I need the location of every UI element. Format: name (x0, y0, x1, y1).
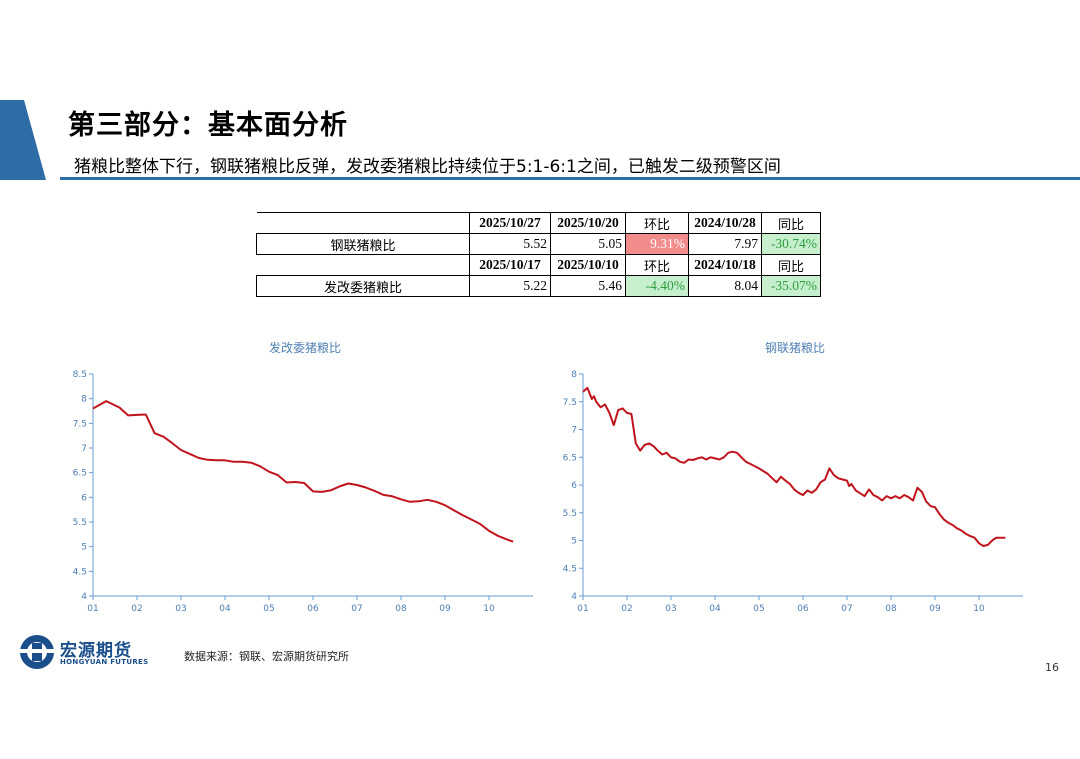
x-tick-label: 04 (219, 604, 231, 614)
table-header-cell: 2025/10/17 (469, 254, 551, 276)
corner-accent-shape (0, 100, 46, 180)
pig-grain-ratio-table: 2025/10/27 2025/10/20 环比 2024/10/28 同比 钢… (256, 212, 821, 297)
series-line (92, 400, 514, 543)
y-tick-label: 6.5 (563, 453, 577, 463)
y-tick-label: 8 (81, 395, 87, 405)
yoy-change-cell: -35.07% (761, 275, 821, 297)
x-tick-label: 07 (841, 604, 852, 614)
table-header-cell: 环比 (625, 254, 689, 276)
mysteel-pig-grain-ratio-chart: 钢联猪粮比 4 4.5 5 5.5 6 6.5 7 7.5 8 01 02 03 04 05 06 07 08 09… (563, 340, 1023, 614)
page-number: 16 (1045, 661, 1059, 674)
y-tick-label: 4.5 (563, 564, 577, 574)
table-blank-cell (256, 212, 470, 234)
x-tick-label: 03 (665, 604, 676, 614)
y-tick-label: 6 (571, 481, 577, 491)
table-row: 钢联猪粮比 5.52 5.05 9.31% 7.97 -30.74% (256, 233, 821, 255)
x-tick-label: 06 (307, 604, 319, 614)
x-tick-label: 09 (439, 604, 451, 614)
y-tick-label: 7.5 (563, 398, 577, 408)
x-tick-label: 02 (621, 604, 632, 614)
y-tick-label: 6.5 (73, 469, 87, 479)
mom-change-cell: 9.31% (625, 233, 689, 255)
table-row-label: 钢联猪粮比 (256, 233, 470, 255)
x-tick-label: 05 (753, 604, 764, 614)
table-header-cell: 2025/10/27 (469, 212, 551, 234)
x-tick-label: 08 (885, 604, 897, 614)
logo-text: 宏源期货 (60, 641, 132, 661)
chart-title: 发改委猪粮比 (269, 340, 341, 355)
y-tick-label: 5.5 (73, 518, 87, 528)
chart-title: 钢联猪粮比 (765, 340, 825, 355)
table-header-cell: 同比 (761, 212, 821, 234)
x-tick-label: 01 (577, 604, 588, 614)
y-tick-label: 7 (81, 444, 87, 454)
table-row: 发改委猪粮比 5.22 5.46 -4.40% 8.04 -35.07% (256, 275, 821, 297)
x-tick-label: 10 (483, 604, 495, 614)
mom-change-cell: -4.40% (625, 275, 689, 297)
y-tick-label: 7.5 (73, 419, 87, 429)
table-value-cell: 5.22 (469, 275, 551, 297)
table-row-label: 发改委猪粮比 (256, 275, 470, 297)
hongyuan-logo-icon (18, 635, 56, 669)
table-header-cell: 2024/10/28 (688, 212, 762, 234)
x-tick-label: 01 (87, 604, 98, 614)
ndrc-pig-grain-ratio-chart: 发改委猪粮比 4 4.5 5 5.5 6 6.5 7 7.5 8 8.5 01 02 03 04 05 06 07… (73, 340, 533, 614)
table-value-cell: 7.97 (688, 233, 762, 255)
x-tick-label: 03 (175, 604, 186, 614)
table-header-row: 2025/10/27 2025/10/20 环比 2024/10/28 同比 (256, 212, 821, 234)
series-line (582, 386, 1006, 547)
table-header-cell: 2025/10/10 (550, 254, 626, 276)
x-tick-label: 02 (131, 604, 142, 614)
title-divider (60, 177, 1080, 180)
x-tick-label: 09 (929, 604, 941, 614)
y-tick-label: 5 (571, 537, 577, 547)
table-header-cell: 环比 (625, 212, 689, 234)
y-tick-label: 6 (81, 493, 87, 503)
page-title: 第三部分：基本面分析 (68, 110, 348, 141)
logo-subtext: HONGYUAN FUTURES (60, 658, 149, 666)
y-tick-label: 4 (571, 592, 577, 602)
y-tick-label: 4 (81, 592, 87, 602)
x-tick-label: 04 (709, 604, 721, 614)
table-header-row: 2025/10/17 2025/10/10 环比 2024/10/18 同比 (256, 254, 821, 276)
x-tick-label: 07 (351, 604, 362, 614)
y-tick-label: 5 (81, 543, 87, 553)
table-header-cell: 同比 (761, 254, 821, 276)
x-tick-label: 10 (973, 604, 985, 614)
y-tick-label: 8.5 (73, 370, 87, 380)
y-tick-label: 5.5 (563, 509, 577, 519)
data-source-note: 数据来源：钢联、宏源期货研究所 (184, 651, 349, 663)
x-tick-label: 06 (797, 604, 809, 614)
table-value-cell: 5.46 (550, 275, 626, 297)
table-header-cell: 2025/10/20 (550, 212, 626, 234)
page-subtitle: 猪粮比整体下行，钢联猪粮比反弹，发改委猪粮比持续位于5:1-6:1之间，已触发二… (74, 157, 781, 177)
x-tick-label: 05 (263, 604, 274, 614)
x-tick-label: 08 (395, 604, 407, 614)
table-value-cell: 5.52 (469, 233, 551, 255)
y-tick-label: 4.5 (73, 567, 87, 577)
y-tick-label: 7 (571, 426, 577, 436)
yoy-change-cell: -30.74% (761, 233, 821, 255)
table-value-cell: 5.05 (550, 233, 626, 255)
y-tick-label: 8 (571, 370, 577, 380)
table-header-cell: 2024/10/18 (688, 254, 762, 276)
table-blank-cell (256, 254, 470, 276)
table-value-cell: 8.04 (688, 275, 762, 297)
